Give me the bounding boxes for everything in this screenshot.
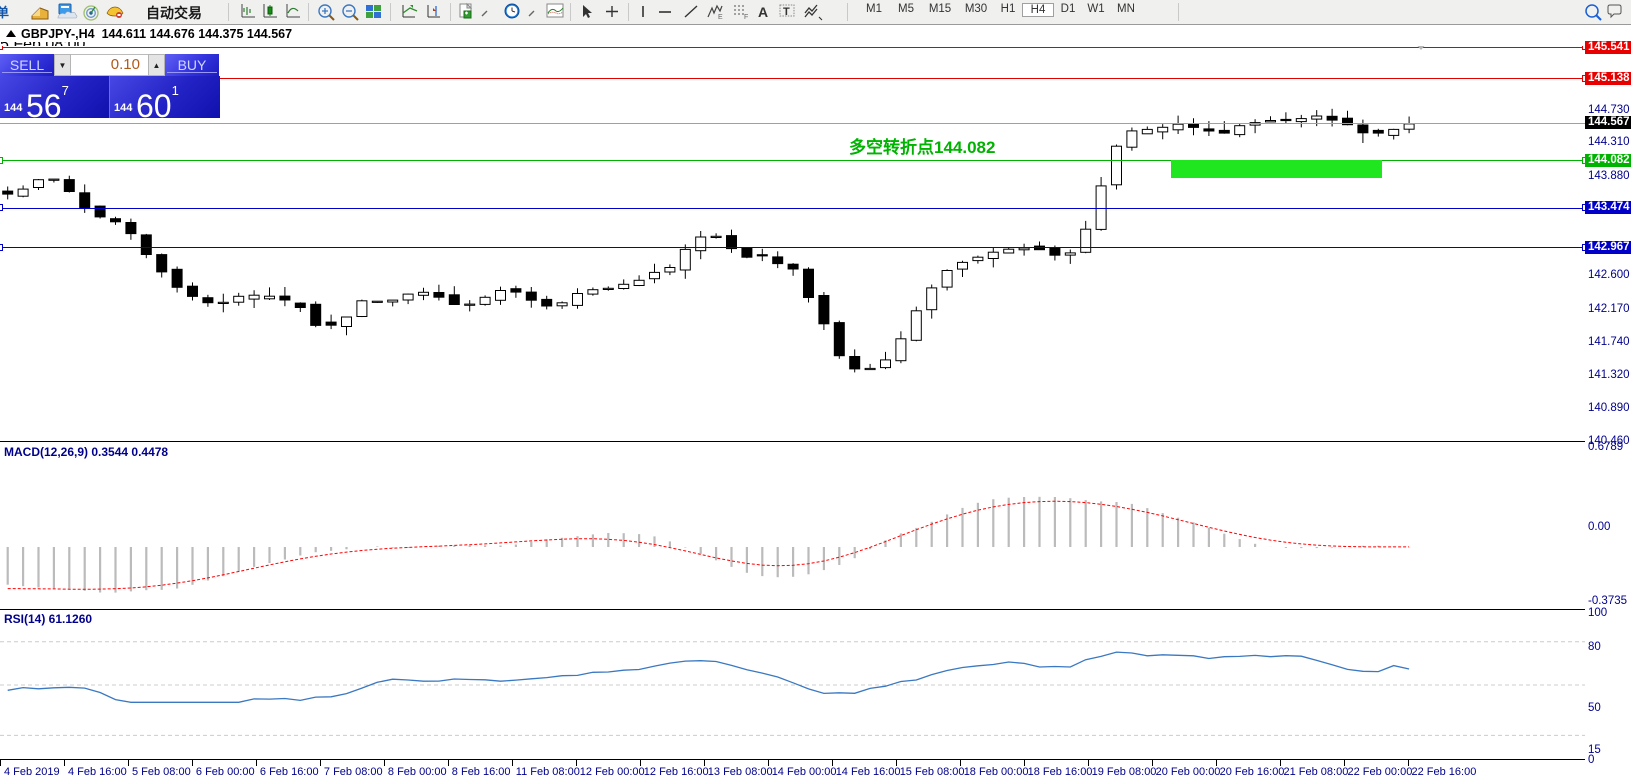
svg-text:F: F xyxy=(744,14,748,21)
svg-text:E: E xyxy=(718,14,723,21)
svg-text:T: T xyxy=(783,6,790,18)
svg-text:A: A xyxy=(758,4,768,20)
